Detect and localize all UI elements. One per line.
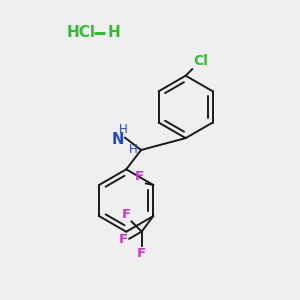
- Text: F: F: [119, 233, 128, 246]
- Text: Cl: Cl: [194, 54, 208, 68]
- Text: H: H: [119, 123, 128, 136]
- Text: H: H: [108, 25, 121, 40]
- Text: HCl: HCl: [67, 25, 96, 40]
- Text: F: F: [137, 247, 146, 260]
- Text: F: F: [135, 169, 144, 182]
- Text: N: N: [111, 132, 124, 147]
- Text: F: F: [122, 208, 131, 221]
- Text: H: H: [129, 143, 137, 156]
